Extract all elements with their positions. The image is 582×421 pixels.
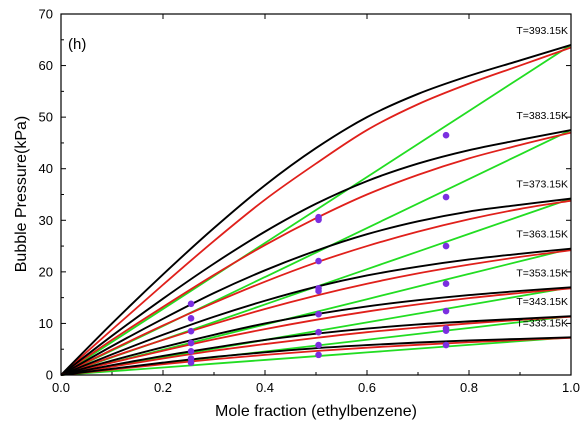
experimental-point bbox=[187, 327, 195, 335]
series-temperature-label: T=343.15K bbox=[516, 296, 568, 308]
experimental-point bbox=[187, 314, 195, 322]
red-model-line bbox=[60, 249, 572, 376]
black-model-line bbox=[60, 44, 572, 376]
series-temperature-label: T=333.15K bbox=[516, 317, 568, 329]
green-model-line bbox=[60, 44, 572, 376]
experimental-point bbox=[187, 300, 195, 308]
red-model-line bbox=[60, 336, 572, 376]
experimental-point bbox=[442, 327, 450, 334]
black-model-line bbox=[60, 336, 572, 376]
experimental-point bbox=[187, 359, 195, 366]
series-temperature-label: T=373.15K bbox=[516, 179, 568, 191]
y-tick-label: 0 bbox=[46, 368, 53, 383]
experimental-point bbox=[187, 339, 195, 347]
experimental-point bbox=[442, 242, 450, 250]
series-temperature-label: T=393.15K bbox=[516, 25, 568, 37]
y-tick-label: 70 bbox=[39, 7, 53, 22]
y-tick-label: 20 bbox=[39, 264, 53, 279]
x-tick-label: 0.4 bbox=[256, 380, 274, 395]
experimental-point bbox=[315, 216, 322, 224]
experimental-point bbox=[442, 341, 450, 349]
series-labels-layer: T=393.15K T=383.15K T=373.15K T=363.15K T=35… bbox=[516, 25, 568, 329]
series-temperature-label: T=383.15K bbox=[516, 110, 568, 122]
experimental-point bbox=[442, 280, 450, 288]
experimental-point bbox=[442, 193, 450, 201]
red-model-line bbox=[60, 287, 572, 376]
y-tick-label: 60 bbox=[39, 58, 53, 73]
black-model-line bbox=[60, 129, 572, 376]
experimental-point bbox=[315, 287, 322, 295]
y-tick-label: 40 bbox=[39, 161, 53, 176]
experimental-point bbox=[315, 341, 322, 349]
experimental-point bbox=[315, 328, 322, 336]
experimental-point bbox=[315, 257, 322, 265]
experimental-point bbox=[315, 310, 322, 318]
panel-label: (h) bbox=[68, 36, 86, 53]
x-tick-label: 0.6 bbox=[358, 380, 376, 395]
y-axis-title: Bubble Pressure(kPa) bbox=[13, 116, 30, 273]
black-model-line bbox=[60, 197, 572, 376]
x-axis-title: Mole fraction (ethylbenzene) bbox=[215, 403, 417, 420]
experimental-point bbox=[442, 131, 450, 139]
points-layer bbox=[187, 131, 450, 366]
y-tick-label: 30 bbox=[39, 213, 53, 228]
x-tick-label: 1.0 bbox=[562, 380, 580, 395]
experimental-point bbox=[442, 307, 450, 315]
axis-layer: 0.0 0.2 0.4 0.6 0.8 1.0 0 10 20 30 40 50 60 70 bbox=[39, 7, 581, 396]
series-temperature-label: T=363.15K bbox=[516, 229, 568, 241]
red-model-line bbox=[60, 315, 572, 376]
x-tick-label: 0.0 bbox=[52, 380, 70, 395]
experimental-point bbox=[315, 351, 322, 359]
series-temperature-label: T=353.15K bbox=[516, 267, 568, 279]
red-model-line bbox=[60, 46, 572, 376]
y-tick-label: 50 bbox=[39, 110, 53, 125]
y-tick-label: 10 bbox=[39, 316, 53, 331]
experimental-point bbox=[187, 347, 195, 355]
x-tick-label: 0.8 bbox=[460, 380, 478, 395]
x-tick-label: 0.2 bbox=[154, 380, 172, 395]
